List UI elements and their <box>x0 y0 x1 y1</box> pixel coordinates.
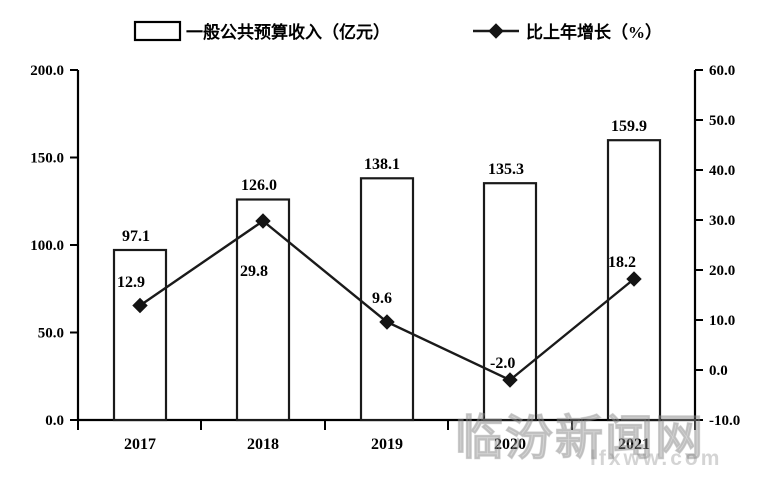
right-axis-label-4: 30.0 <box>709 213 735 229</box>
legend-item-budget-revenue[interactable]: 一般公共预算收入（亿元） <box>133 20 390 42</box>
line-series-growth-rate <box>132 213 642 388</box>
legend-swatch-diamond-icon <box>488 23 504 39</box>
line-label-2020: -2.0 <box>490 355 515 372</box>
bar-label-2018: 126.0 <box>241 177 277 194</box>
bar-label-2021: 159.9 <box>611 118 647 135</box>
left-axis-tick-labels: 0.0 50.0 100.0 150.0 200.0 <box>30 63 64 429</box>
left-axis-label-2: 100.0 <box>30 238 64 254</box>
line-label-2019: 9.6 <box>372 290 392 307</box>
left-axis-label-1: 50.0 <box>38 326 64 342</box>
legend-swatch-rectangle-icon <box>133 20 182 42</box>
right-axis-label-5: 40.0 <box>709 163 735 179</box>
bar-value-labels: 97.1 126.0 138.1 135.3 159.9 <box>122 118 647 245</box>
right-axis-label-7: 60.0 <box>709 63 735 79</box>
right-axis-label-2: 10.0 <box>709 313 735 329</box>
bar-series-budget-revenue <box>112 139 662 422</box>
category-label-2017: 2017 <box>124 436 156 453</box>
legend-label-growth-rate: 比上年增长（%） <box>526 22 662 42</box>
chart-legend: 一般公共预算收入（亿元） 比上年增长（%） <box>133 20 662 42</box>
bar-2017[interactable] <box>112 248 168 422</box>
marker-2019[interactable] <box>379 314 395 330</box>
bar-label-2017: 97.1 <box>122 228 150 245</box>
category-label-2020: 2020 <box>494 436 526 453</box>
bar-label-2019: 138.1 <box>364 156 400 173</box>
left-axis-label-0: 0.0 <box>45 413 64 429</box>
right-axis-tick-labels: -10.0 0.0 10.0 20.0 30.0 40.0 50.0 60.0 <box>709 63 740 429</box>
marker-2018[interactable] <box>255 213 271 229</box>
category-label-2021: 2021 <box>618 436 650 453</box>
marker-2020[interactable] <box>502 372 518 388</box>
line-value-labels: 12.9 29.8 9.6 -2.0 18.2 <box>117 254 636 372</box>
right-axis-label-1: 0.0 <box>709 363 728 379</box>
left-axis-ticks <box>70 69 78 421</box>
right-axis-label-6: 50.0 <box>709 113 735 129</box>
marker-2021[interactable] <box>626 271 642 287</box>
bar-2019[interactable] <box>359 177 415 422</box>
chart-axes: 0.0 50.0 100.0 150.0 200.0 -10.0 0.0 <box>30 63 740 430</box>
left-axis-label-4: 200.0 <box>30 63 64 79</box>
line-label-2017: 12.9 <box>117 274 145 291</box>
right-axis-label-3: 20.0 <box>709 263 735 279</box>
category-labels: 2017 2018 2019 2020 2021 <box>124 436 650 453</box>
category-axis-ticks <box>77 420 696 430</box>
category-label-2018: 2018 <box>247 436 279 453</box>
line-label-2021: 18.2 <box>608 254 636 271</box>
category-label-2019: 2019 <box>371 436 403 453</box>
left-axis-label-3: 150.0 <box>30 151 64 167</box>
legend-label-budget-revenue: 一般公共预算收入（亿元） <box>186 22 390 42</box>
line-label-2018: 29.8 <box>240 263 268 280</box>
right-axis-label-0: -10.0 <box>709 413 740 429</box>
marker-2017[interactable] <box>132 297 148 314</box>
legend-item-growth-rate[interactable]: 比上年增长（%） <box>473 22 662 42</box>
right-axis-ticks <box>695 69 703 421</box>
bar-label-2020: 135.3 <box>488 161 524 178</box>
